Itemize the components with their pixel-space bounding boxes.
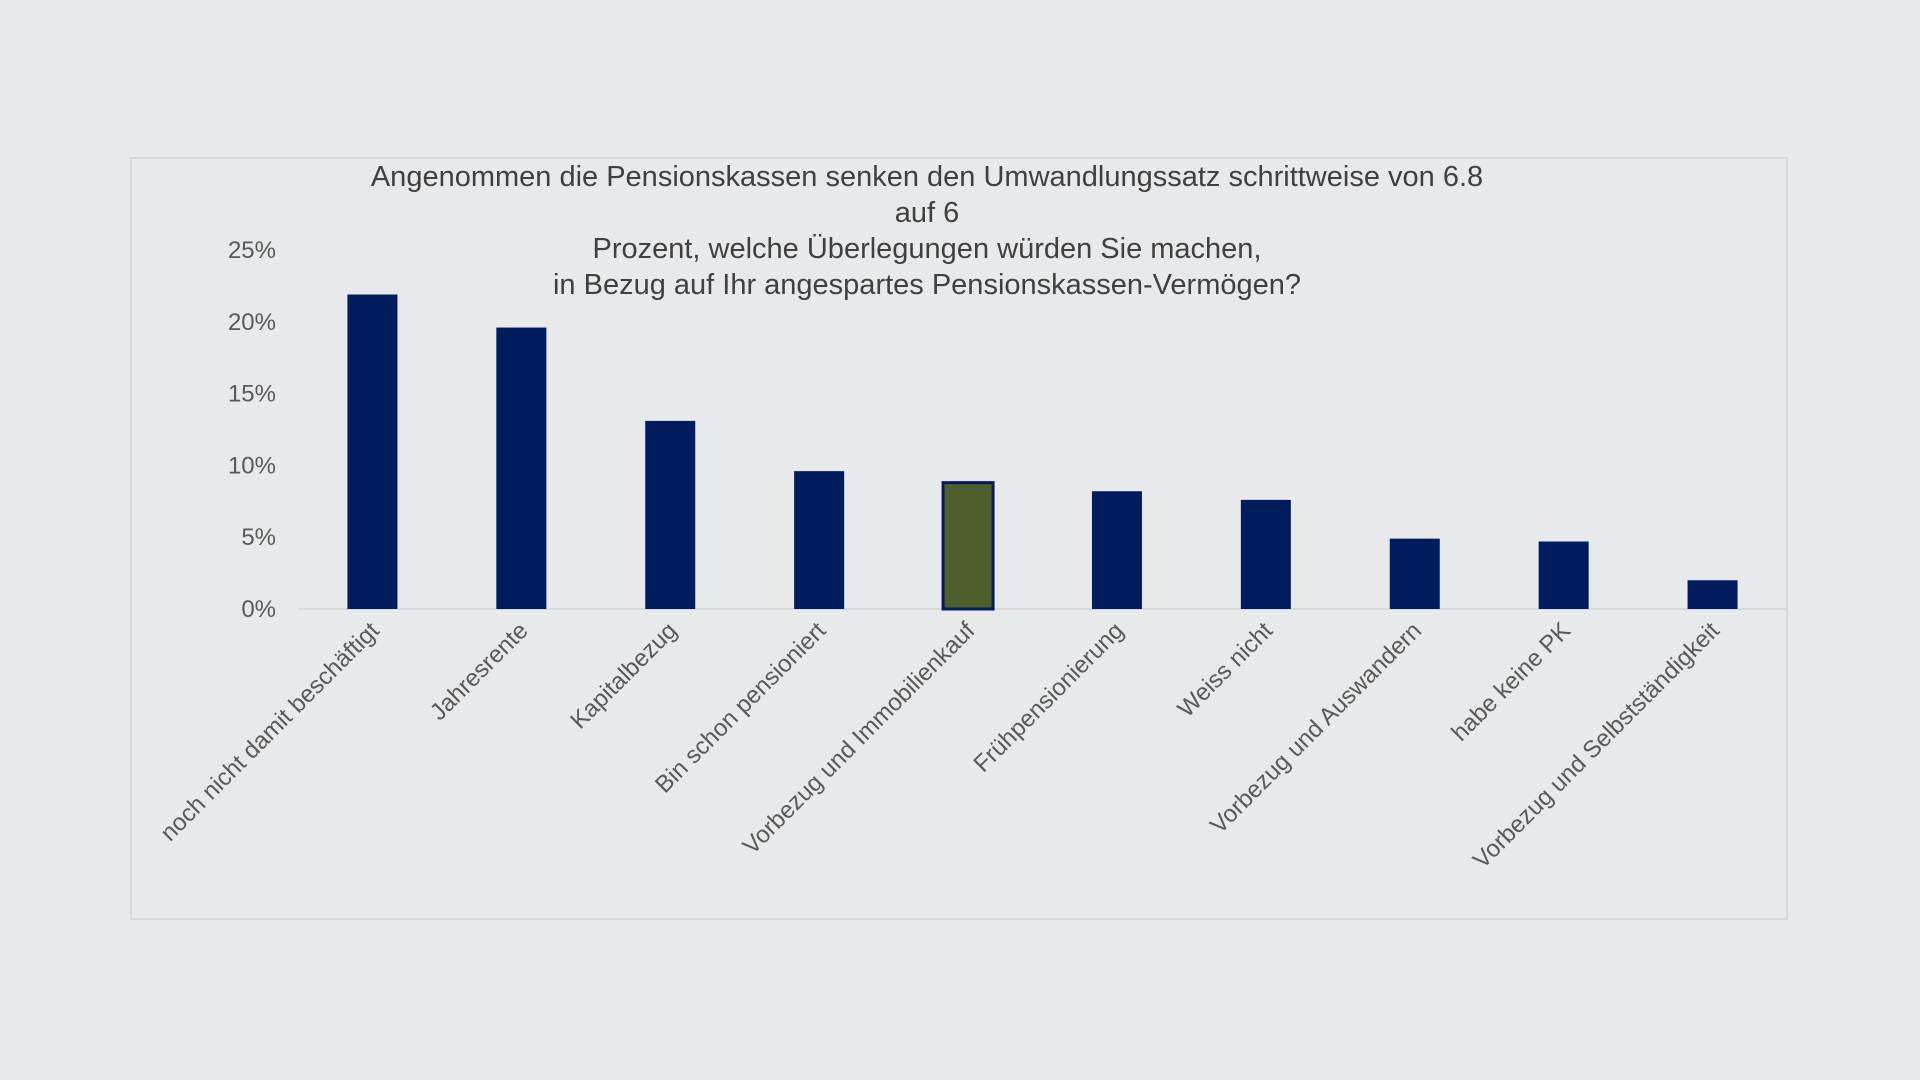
bar [941, 481, 995, 611]
y-tick-label: 20% [228, 309, 276, 336]
bar [1091, 491, 1142, 609]
chart-title: Angenommen die Pensionskassen senken den… [362, 159, 1492, 303]
bar [496, 327, 547, 609]
bar [347, 294, 398, 609]
chart-title-line-1: Angenommen die Pensionskassen senken den… [370, 161, 1484, 229]
y-tick-label: 0% [241, 596, 276, 623]
chart-panel: Angenommen die Pensionskassen senken den… [130, 157, 1788, 920]
x-tick-label: habe keine PK [1446, 617, 1575, 746]
x-tick-label: Bin schon pensioniert [650, 617, 832, 799]
bar [645, 420, 696, 609]
chart-title-line-2: Prozent, welche Überlegungen würden Sie … [592, 233, 1262, 265]
x-tick-label: Weiss nicht [1173, 617, 1279, 723]
bar [1538, 541, 1589, 609]
bar [1389, 538, 1440, 609]
bar [794, 471, 845, 609]
y-tick-label: 5% [241, 524, 276, 551]
y-tick-label: 10% [228, 452, 276, 479]
chart-title-line-3: in Bezug auf Ihr angespartes Pensionskas… [552, 269, 1302, 301]
bar [1687, 580, 1738, 609]
bar [1240, 499, 1291, 609]
x-tick-label: Vorbezug und Selbstständigkeit [1468, 617, 1725, 874]
x-tick-label: Vorbezug und Immobilienkauf [738, 617, 981, 860]
x-tick-label: Kapitalbezug [565, 617, 682, 734]
y-tick-label: 15% [228, 381, 276, 408]
x-tick-label: Frühpensionierung [969, 617, 1130, 778]
x-tick-label: Jahresrente [425, 617, 534, 726]
y-tick-label: 25% [228, 237, 276, 264]
x-tick-label: noch nicht damit beschäftigt [155, 617, 385, 847]
